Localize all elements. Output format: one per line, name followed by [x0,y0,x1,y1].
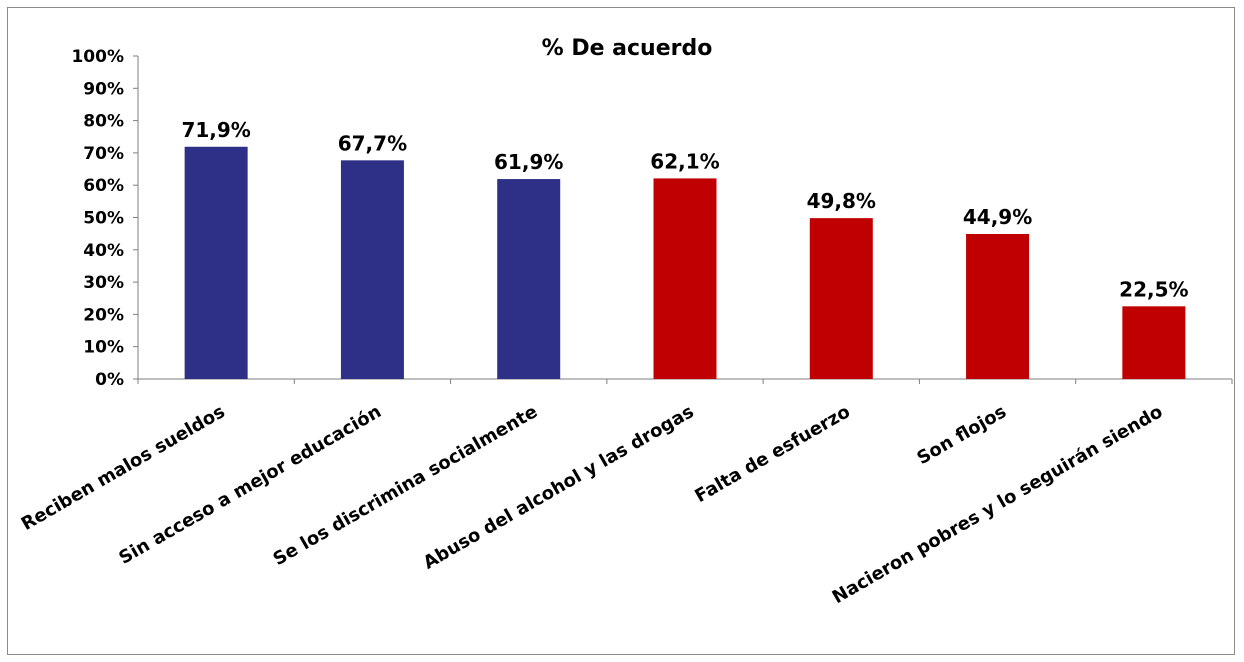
data-label: 71,9% [181,118,250,142]
bar [809,218,873,379]
chart-title: % De acuerdo [542,36,713,61]
y-tick-label: 70% [83,144,124,164]
y-tick-label: 10% [83,338,124,358]
x-category-label: Sin acceso a mejor educación [115,401,384,569]
y-tick-label: 100% [71,47,124,67]
x-category-label: Nacieron pobres y lo seguirán siendo [829,401,1167,608]
y-tick-label: 40% [83,241,124,261]
data-label: 62,1% [650,149,719,173]
bar [653,178,717,379]
y-tick-label: 80% [83,112,124,132]
data-label: 49,8% [807,189,876,213]
bar [497,179,561,379]
data-label: 67,7% [338,131,407,155]
y-tick-label: 30% [83,273,124,293]
data-label: 61,9% [494,150,563,174]
y-tick-label: 0% [95,370,124,390]
y-tick-label: 60% [83,176,124,196]
bar [184,146,248,379]
x-category-label: Abuso del alcohol y las drogas [420,401,698,574]
bars [184,146,1186,379]
bar [966,233,1030,379]
y-tick-label: 90% [83,79,124,99]
data-label: 22,5% [1119,277,1188,301]
y-tick-label: 20% [83,305,124,325]
x-category-label: Falta de esfuerzo [691,401,853,507]
y-tick-label: 50% [83,209,124,229]
x-category-label: Se los discrimina socialmente [270,401,542,570]
axes: 0% 10% 20% 30% 40% 50% 60% 70% 80% 90% 100% [71,47,1233,390]
x-category-label: Son flojos [914,401,1011,469]
bar [1122,306,1186,379]
data-label: 44,9% [963,205,1032,229]
bar [340,160,404,379]
